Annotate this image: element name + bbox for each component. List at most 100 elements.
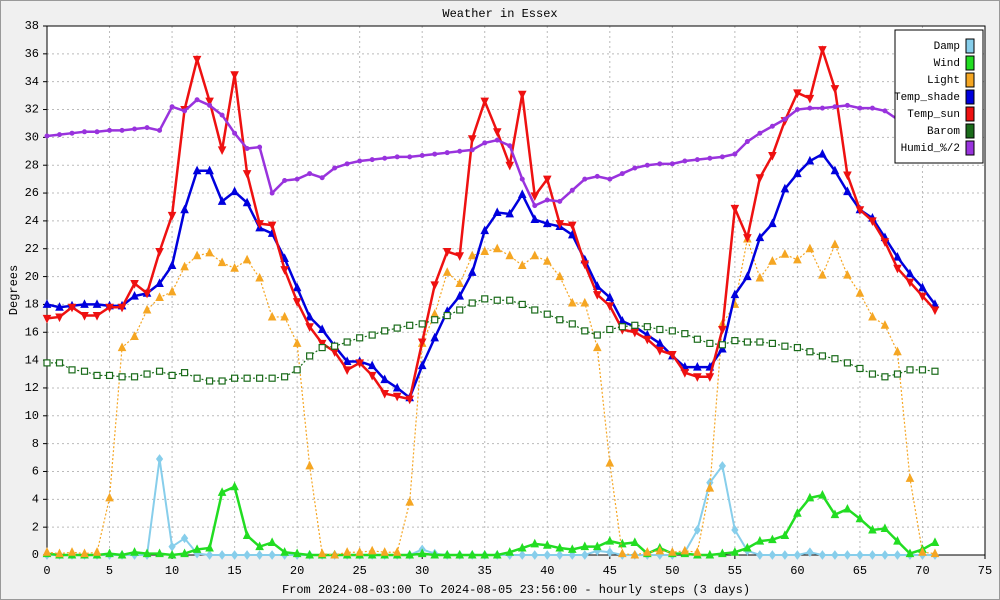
marker <box>105 548 114 558</box>
marker <box>305 549 314 559</box>
marker <box>532 203 538 209</box>
marker <box>505 208 515 218</box>
marker <box>807 105 813 111</box>
y-tick-label: 26 <box>25 186 39 200</box>
marker <box>280 547 289 556</box>
marker <box>232 130 238 136</box>
marker <box>818 270 827 279</box>
marker <box>606 547 614 558</box>
marker <box>668 547 677 556</box>
marker <box>167 286 177 296</box>
legend-swatch <box>965 106 975 122</box>
y-tick-label: 4 <box>32 492 39 506</box>
marker <box>455 290 465 300</box>
marker <box>168 371 176 380</box>
marker <box>681 330 689 338</box>
y-tick-label: 10 <box>25 409 39 423</box>
marker <box>417 360 427 370</box>
marker <box>80 299 89 308</box>
marker <box>55 302 64 311</box>
marker <box>819 105 825 111</box>
marker <box>592 342 602 352</box>
marker <box>356 334 364 342</box>
marker <box>117 303 127 313</box>
x-tick-label: 15 <box>227 564 241 578</box>
marker <box>881 550 889 560</box>
marker <box>705 483 715 492</box>
marker <box>731 337 739 345</box>
marker <box>580 260 590 270</box>
marker <box>180 369 189 377</box>
marker <box>93 371 101 380</box>
marker <box>905 473 915 482</box>
marker <box>830 239 840 249</box>
marker <box>332 165 338 171</box>
marker <box>180 533 189 544</box>
marker <box>457 148 463 154</box>
marker <box>557 198 563 204</box>
marker <box>831 550 839 560</box>
x-tick-label: 60 <box>790 564 804 578</box>
marker <box>906 366 914 374</box>
marker <box>617 548 627 558</box>
marker <box>780 249 790 258</box>
marker <box>80 548 89 558</box>
marker <box>167 549 177 559</box>
marker <box>467 267 477 276</box>
marker <box>442 267 452 276</box>
marker <box>342 356 352 365</box>
marker <box>68 366 76 374</box>
marker <box>256 374 264 382</box>
marker <box>218 377 226 385</box>
marker <box>805 94 815 104</box>
marker <box>731 525 739 535</box>
marker <box>880 523 890 533</box>
marker <box>267 537 277 546</box>
marker <box>768 534 777 544</box>
marker <box>142 289 152 299</box>
marker <box>105 303 114 313</box>
marker <box>380 547 389 556</box>
marker <box>555 542 565 552</box>
x-tick-label: 70 <box>915 564 929 578</box>
marker <box>69 130 75 136</box>
y-tick-label: 16 <box>25 325 39 339</box>
marker <box>344 161 350 167</box>
marker <box>267 221 277 231</box>
marker <box>781 342 789 350</box>
marker <box>592 541 602 551</box>
marker <box>730 289 740 299</box>
marker <box>481 295 489 303</box>
marker <box>217 146 227 156</box>
marker <box>192 250 202 260</box>
marker <box>144 125 150 131</box>
marker <box>242 254 252 264</box>
marker <box>630 537 640 546</box>
marker <box>367 371 377 381</box>
marker <box>705 549 715 559</box>
legend-swatch <box>965 123 975 139</box>
y-tick-label: 0 <box>32 548 39 562</box>
marker <box>218 550 226 560</box>
marker <box>269 190 275 196</box>
marker <box>255 550 264 560</box>
marker <box>369 157 375 163</box>
marker <box>781 550 789 560</box>
marker <box>693 335 701 343</box>
marker <box>443 311 451 320</box>
marker <box>331 342 339 350</box>
x-tick-label: 35 <box>478 564 492 578</box>
marker <box>43 359 51 367</box>
marker <box>855 513 865 523</box>
marker <box>655 338 665 347</box>
x-tick-label: 30 <box>415 564 429 578</box>
marker <box>768 339 776 347</box>
marker <box>517 542 527 552</box>
marker <box>242 197 252 207</box>
marker <box>42 547 52 556</box>
marker <box>205 165 214 175</box>
marker <box>518 300 526 309</box>
marker <box>305 460 314 470</box>
marker <box>157 127 163 133</box>
